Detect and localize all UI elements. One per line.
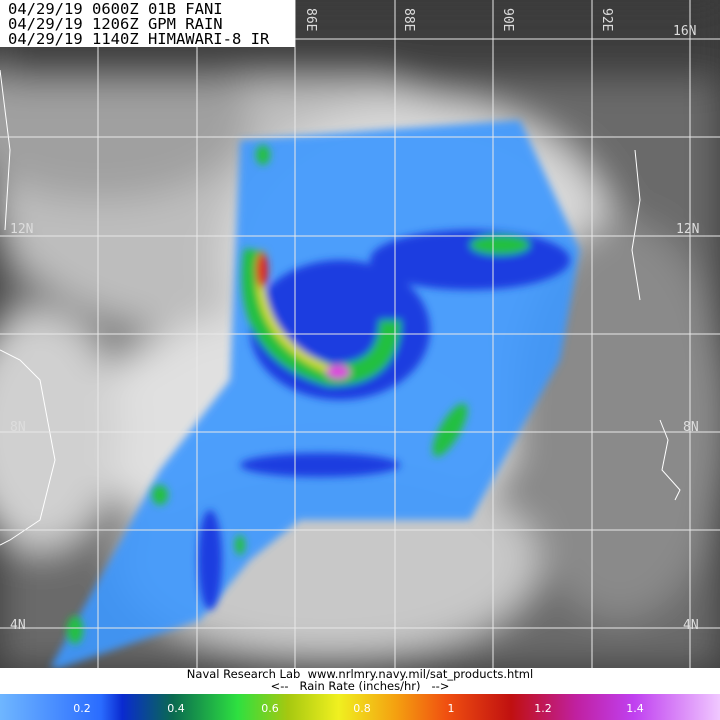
lon-label-86e: 86E (303, 8, 318, 32)
lat-label-12n-left: 12N (10, 222, 34, 237)
header-storm-line: 04/29/19 0600Z 01B FANI (8, 0, 223, 18)
lat-label-4n-right: 4N (683, 618, 699, 633)
lon-label-92e: 92E (599, 8, 614, 32)
image-header: 04/29/19 0600Z 01B FANI 04/29/19 1206Z G… (0, 0, 295, 47)
coastlines (0, 69, 681, 546)
lat-label-8n-left: 8N (10, 420, 26, 435)
credit-text: Naval Research Lab www.nrlmry.navy.mil/s… (186, 667, 534, 681)
lat-label-16n: 16N (673, 24, 697, 39)
colorbar-tick: 1.4 (626, 702, 644, 715)
header-ir-line: 04/29/19 1140Z HIMAWARI-8 IR (8, 30, 270, 48)
colorbar-tick: 0.8 (353, 702, 371, 715)
colorbar-tick: 0.2 (73, 702, 91, 715)
lat-label-8n-right: 8N (683, 420, 699, 435)
colorbar-tick: 0.4 (167, 702, 185, 715)
colorbar-tick: 0.6 (261, 702, 279, 715)
colorbar-tick: 1 (447, 702, 455, 715)
lat-lon-grid (0, 0, 720, 668)
lon-label-88e: 88E (401, 8, 416, 32)
lat-label-4n-left: 4N (10, 618, 26, 633)
rain-rate-colorbar: 0.2 0.4 0.6 0.8 1 1.2 1.4 (0, 694, 720, 720)
lon-label-90e: 90E (500, 8, 515, 32)
legend-title: <-- Rain Rate (inches/hr) --> (270, 679, 450, 693)
rain-swath (50, 120, 580, 668)
lat-label-12n-right: 12N (676, 222, 700, 237)
satellite-imagery (0, 0, 720, 668)
footer: Naval Research Lab www.nrlmry.navy.mil/s… (0, 668, 720, 694)
header-rain-line: 04/29/19 1206Z GPM RAIN (8, 15, 223, 33)
colorbar-tick: 1.2 (534, 702, 552, 715)
